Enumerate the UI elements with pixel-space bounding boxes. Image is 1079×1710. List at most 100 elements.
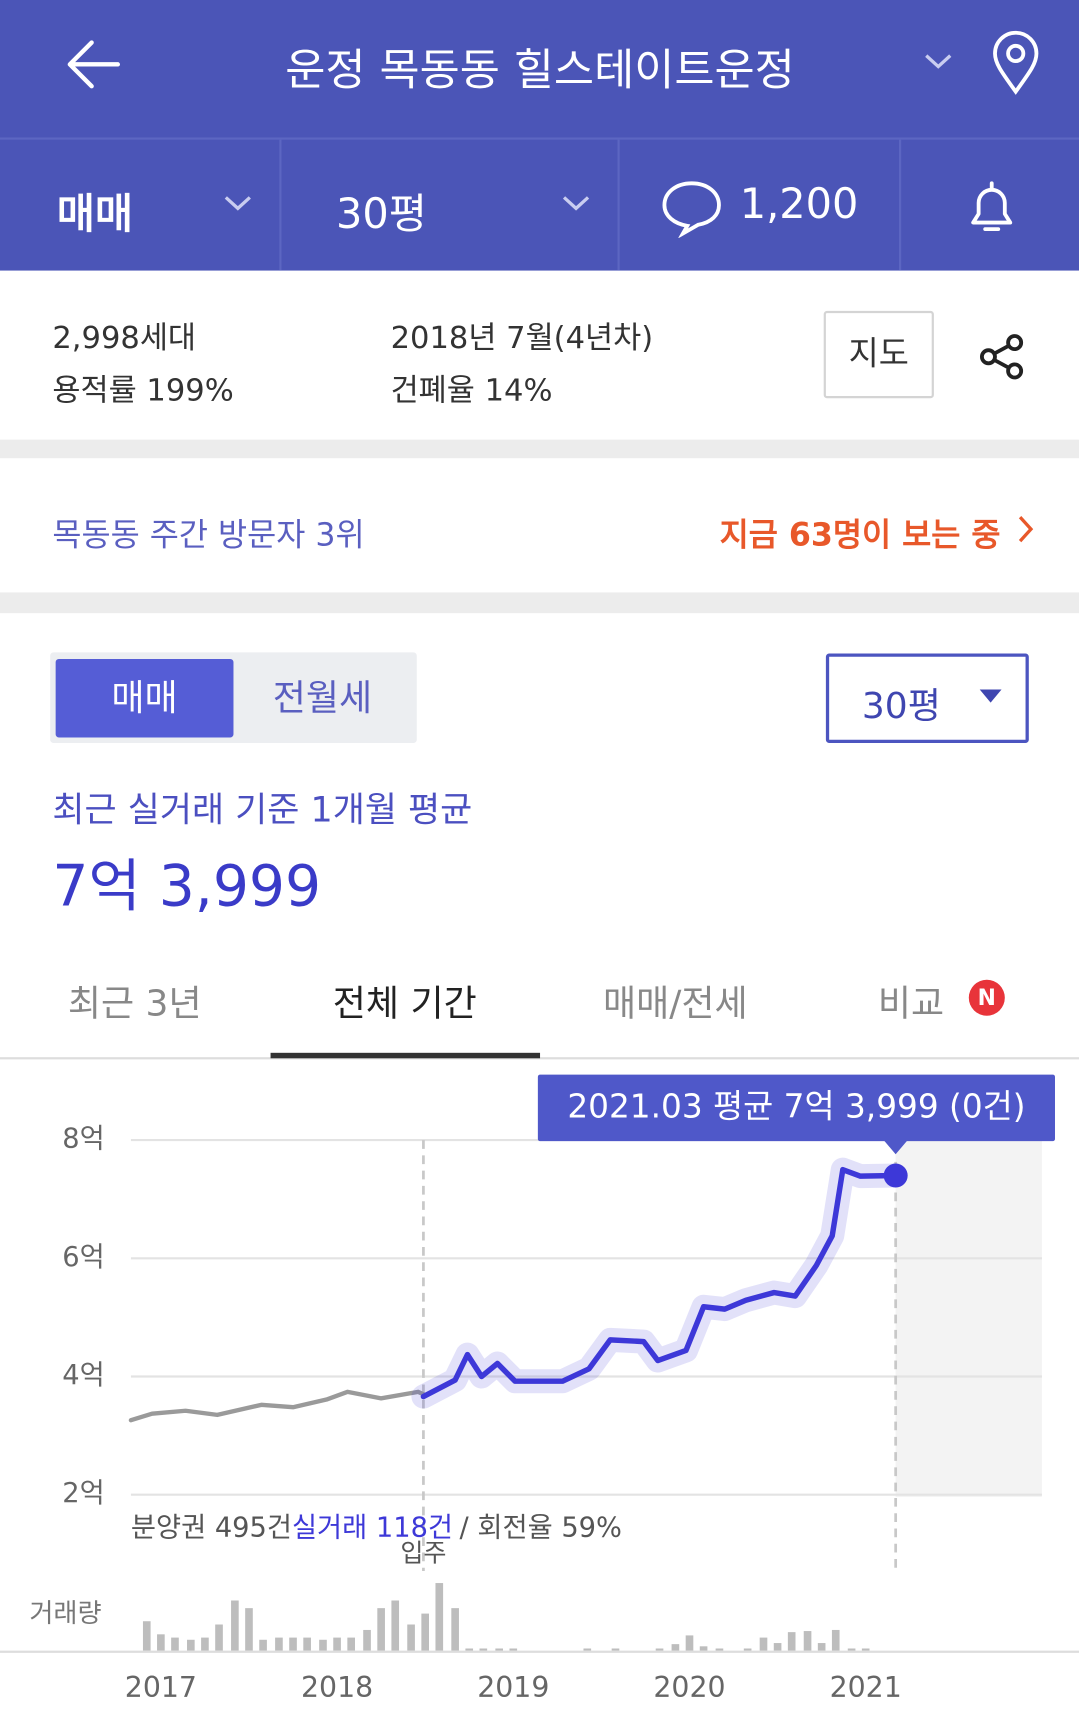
current-point: [883, 1163, 908, 1188]
x-tick-label: 2020: [653, 1671, 725, 1704]
volume-bar: [142, 1621, 151, 1651]
volume-bar: [435, 1583, 444, 1651]
dropdown-arrow: [979, 689, 1002, 703]
volume-bar: [421, 1613, 430, 1651]
new-badge: N: [968, 979, 1005, 1016]
x-tick-label: 2017: [125, 1671, 197, 1704]
volume-bar: [715, 1648, 724, 1651]
volume-bar: [773, 1643, 782, 1651]
volume-bar: [407, 1624, 415, 1651]
volume-bar: [759, 1637, 768, 1651]
volume-label: 거래량: [29, 1599, 101, 1629]
visitor-rank: 목동동 주간 방문자 3위: [52, 516, 365, 554]
volume-bar: [289, 1637, 297, 1651]
volume-bar: [157, 1634, 165, 1651]
built-date: 2018년 7월(4년차): [390, 319, 654, 356]
trade-type-select[interactable]: 매매: [56, 189, 134, 238]
section-gap: [0, 592, 1079, 614]
floor-area-ratio: 용적률 199%: [52, 372, 234, 409]
volume-bar: [171, 1637, 179, 1651]
toggle-option[interactable]: 매매: [55, 658, 234, 738]
households: 2,998세대: [52, 319, 197, 356]
comment-count[interactable]: 1,200: [739, 180, 859, 229]
live-viewers[interactable]: 지금 63명이 보는 중: [719, 516, 1001, 554]
period-tab[interactable]: 비교: [877, 981, 945, 1025]
volume-bar: [861, 1648, 870, 1651]
map-button[interactable]: 지도: [823, 310, 934, 399]
volume-bar: [671, 1644, 680, 1651]
volume-bar: [215, 1624, 223, 1651]
period-tab[interactable]: 최근 3년: [67, 981, 202, 1025]
y-tick-label: 4억: [62, 1360, 104, 1391]
y-tick-label: 2억: [62, 1478, 104, 1509]
volume-bar: [363, 1629, 371, 1651]
x-tick-label: 2019: [477, 1671, 549, 1704]
y-tick-label: 8억: [62, 1124, 104, 1155]
presale-count: 분양권 495건: [131, 1512, 292, 1543]
tooltip-text: 2021.03 평균 7억 3,999 (0건): [567, 1087, 1025, 1125]
size-dropdown[interactable]: [825, 653, 1029, 743]
chevron: [1018, 516, 1034, 543]
title[interactable]: 운정 목동동 힐스테이트운정: [285, 45, 795, 97]
tab-underline: [270, 1052, 541, 1059]
volume-bar: [685, 1635, 694, 1651]
divider: [279, 139, 282, 271]
toggle-option[interactable]: 전월세: [272, 676, 373, 719]
volume-bar: [391, 1600, 400, 1651]
volume-bar: [509, 1648, 518, 1651]
volume-bar: [583, 1648, 592, 1651]
volume-bar: [655, 1648, 664, 1651]
volume-bar: [611, 1648, 620, 1651]
average-label: 최근 실거래 기준 1개월 평균: [52, 788, 473, 831]
x-tick-label: 2018: [301, 1671, 373, 1704]
volume-bar: [831, 1629, 840, 1651]
volume-bar: [187, 1639, 195, 1651]
y-tick-label: 6억: [62, 1242, 104, 1273]
volume-bar: [465, 1648, 474, 1651]
volume-bar: [319, 1639, 327, 1651]
period-tab[interactable]: 매매/전세: [603, 981, 748, 1025]
volume-bar: [303, 1637, 311, 1651]
volume-bar: [699, 1646, 708, 1651]
volume-bar: [275, 1637, 283, 1651]
volume-bar: [495, 1648, 504, 1651]
volume-bar: [377, 1608, 385, 1651]
chevron: [224, 196, 251, 211]
volume-bar: [201, 1637, 209, 1651]
title-dropdown[interactable]: [923, 50, 954, 72]
tooltip-pointer: [883, 1140, 908, 1155]
divider: [0, 137, 1079, 140]
size-dropdown-label: 30평: [861, 684, 941, 727]
average-price: 7억 3,999: [52, 854, 322, 920]
actual-count: 실거래 118건: [292, 1512, 453, 1543]
tooltip-box: [537, 1074, 1055, 1142]
volume-bar: [333, 1637, 341, 1651]
volume-bar: [347, 1637, 355, 1651]
price-line: [128, 1389, 426, 1423]
future-area: [895, 1140, 1042, 1497]
chevron: [562, 196, 590, 211]
volume-bar: [451, 1608, 459, 1651]
volume-bar: [847, 1648, 856, 1651]
volume-bar: [245, 1608, 253, 1651]
alarm-button[interactable]: [964, 177, 1019, 238]
coverage-ratio: 건폐율 14%: [390, 372, 553, 409]
volume-bar: [817, 1643, 826, 1651]
divider: [617, 139, 620, 271]
divider: [898, 139, 902, 271]
period-tab[interactable]: 전체 기간: [332, 981, 477, 1025]
price-line: [420, 1166, 899, 1400]
turnover: / 회전율 59%: [460, 1512, 622, 1543]
volume-bar: [743, 1648, 752, 1651]
movein-label: 입주: [400, 1539, 446, 1568]
back-button[interactable]: [61, 37, 126, 92]
x-tick-label: 2021: [830, 1671, 902, 1704]
volume-bar: [803, 1631, 812, 1651]
share-button[interactable]: [978, 332, 1028, 382]
size-select[interactable]: 30평: [336, 189, 427, 238]
volume-bar: [231, 1600, 239, 1651]
location-button[interactable]: [991, 30, 1041, 96]
volume-bar: [259, 1639, 267, 1651]
